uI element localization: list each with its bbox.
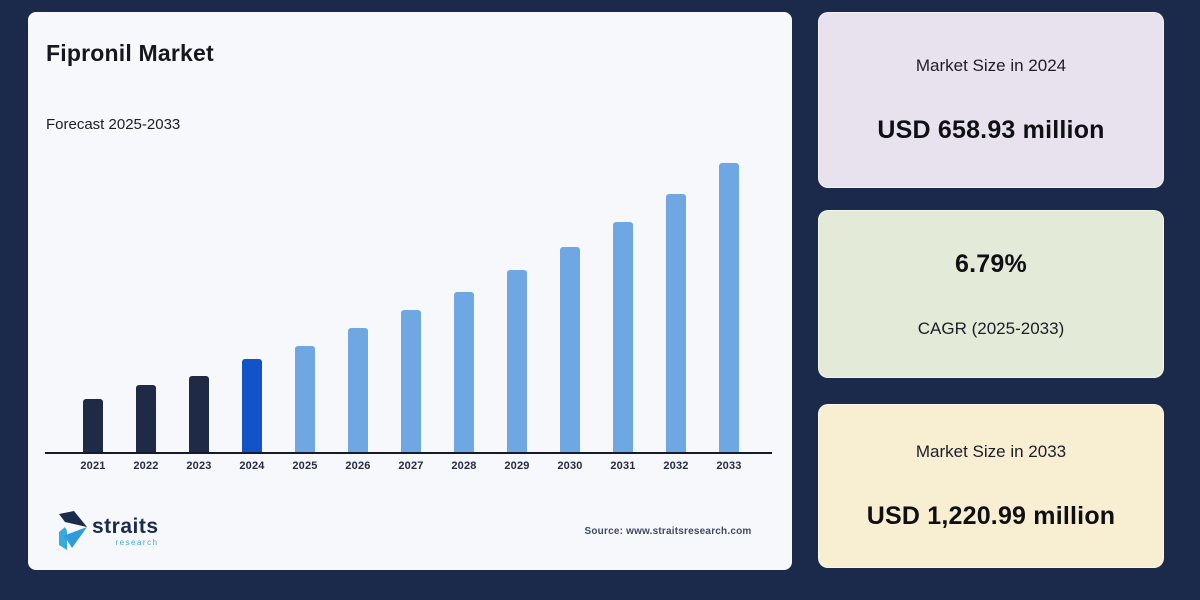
x-axis-label-2032: 2032 bbox=[663, 460, 689, 472]
x-axis-label-2030: 2030 bbox=[557, 460, 583, 472]
x-axis-label-2028: 2028 bbox=[451, 460, 477, 472]
bar-2026 bbox=[348, 328, 368, 452]
bar-2025 bbox=[295, 346, 315, 452]
bar-2031 bbox=[613, 222, 633, 452]
x-axis-label-2026: 2026 bbox=[345, 460, 371, 472]
x-axis-line bbox=[45, 452, 772, 454]
straits-arrow-logo-icon bbox=[58, 510, 88, 552]
market-size-2024-value: USD 658.93 million bbox=[877, 115, 1105, 144]
x-axis-label-2023: 2023 bbox=[186, 460, 212, 472]
bar-2030 bbox=[560, 247, 580, 452]
logo-brand-subtitle: research bbox=[115, 538, 159, 547]
stat-card-cagr: 6.79% CAGR (2025-2033) bbox=[818, 210, 1164, 378]
source-attribution: Source: www.straitsresearch.com bbox=[584, 526, 752, 537]
chart-title: Fipronil Market bbox=[46, 40, 214, 66]
bar-2027 bbox=[401, 310, 421, 452]
market-size-2024-label: Market Size in 2024 bbox=[915, 55, 1067, 75]
bar-2021 bbox=[83, 399, 103, 452]
chart-subtitle: Forecast 2025-2033 bbox=[46, 116, 181, 133]
x-axis-label-2021: 2021 bbox=[80, 460, 106, 472]
stat-card-market-size-2024: Market Size in 2024 USD 658.93 million bbox=[818, 12, 1164, 188]
x-axis-label-2027: 2027 bbox=[398, 460, 424, 472]
x-axis-label-2029: 2029 bbox=[504, 460, 530, 472]
bar-plot: 2021 2022 2023 2024 2025 2026 2027 2028 2029 2030… bbox=[45, 12, 772, 472]
straits-research-logo: straits research bbox=[58, 510, 159, 552]
cagr-value: 6.79% bbox=[955, 249, 1027, 278]
x-axis-label-2033: 2033 bbox=[716, 460, 742, 472]
x-axis-label-2022: 2022 bbox=[133, 460, 159, 472]
bar-2028 bbox=[454, 292, 474, 452]
x-axis-label-2031: 2031 bbox=[610, 460, 636, 472]
logo-text: straits research bbox=[92, 516, 159, 547]
bar-2023 bbox=[189, 376, 209, 452]
x-axis-label-2024: 2024 bbox=[239, 460, 265, 472]
bar-2032 bbox=[666, 194, 686, 452]
market-size-2033-label: Market Size in 2033 bbox=[915, 441, 1067, 461]
x-axis-label-2025: 2025 bbox=[292, 460, 318, 472]
bar-2024 bbox=[242, 359, 262, 452]
market-size-2033-value: USD 1,220.99 million bbox=[866, 501, 1116, 530]
logo-brand-name: straits bbox=[92, 515, 159, 538]
bar-2022 bbox=[136, 385, 156, 452]
chart-card: Fipronil Market Forecast 2025-2033 2021 2… bbox=[28, 12, 792, 570]
bar-2029 bbox=[507, 270, 527, 452]
bar-2033 bbox=[719, 163, 739, 452]
cagr-label: CAGR (2025-2033) bbox=[917, 318, 1065, 338]
stat-card-market-size-2033: Market Size in 2033 USD 1,220.99 million bbox=[818, 404, 1164, 568]
